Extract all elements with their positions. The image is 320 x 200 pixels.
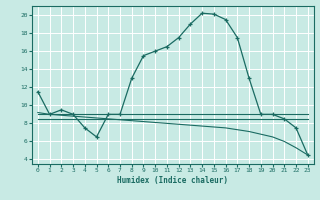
X-axis label: Humidex (Indice chaleur): Humidex (Indice chaleur) xyxy=(117,176,228,185)
